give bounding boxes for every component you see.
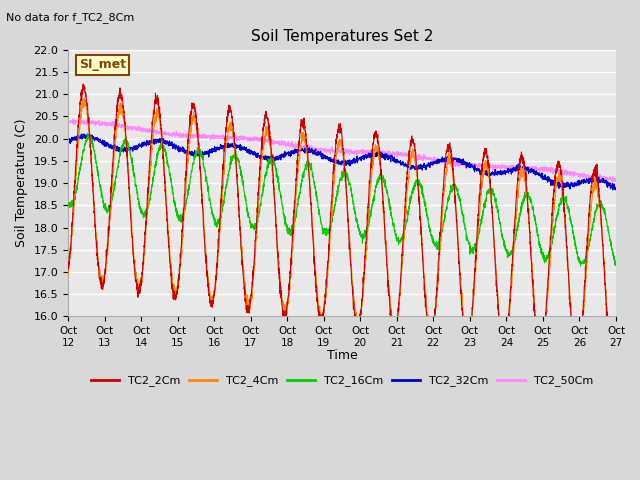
X-axis label: Time: Time [326, 349, 357, 362]
Legend: TC2_2Cm, TC2_4Cm, TC2_16Cm, TC2_32Cm, TC2_50Cm: TC2_2Cm, TC2_4Cm, TC2_16Cm, TC2_32Cm, TC… [87, 371, 597, 391]
Title: Soil Temperatures Set 2: Soil Temperatures Set 2 [251, 29, 433, 44]
Text: No data for f_TC2_8Cm: No data for f_TC2_8Cm [6, 12, 134, 23]
Y-axis label: Soil Temperature (C): Soil Temperature (C) [15, 119, 28, 247]
Text: SI_met: SI_met [79, 59, 126, 72]
